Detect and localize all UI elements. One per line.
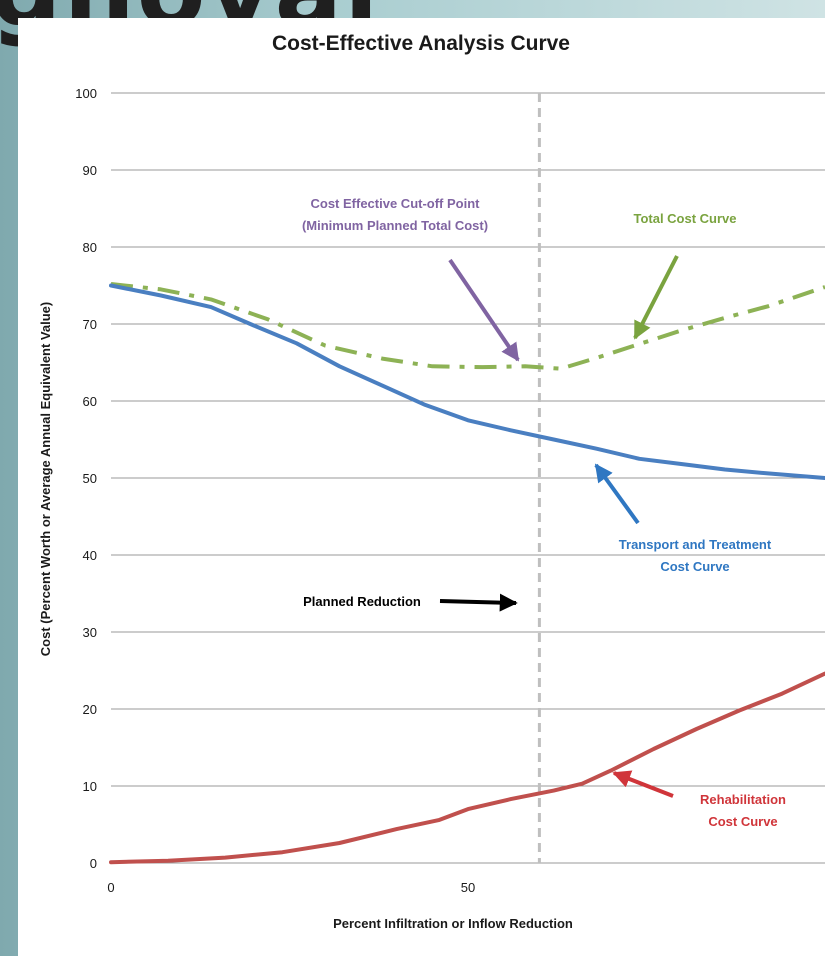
transport-annotation: Transport and Treatment Cost Curve <box>619 537 772 574</box>
series-rehab-line <box>109 671 825 865</box>
y-tick-label-50: 50 <box>83 471 97 486</box>
series-transport-line <box>109 283 825 480</box>
x-tick-label-50: 50 <box>461 880 475 895</box>
y-tick-label-40: 40 <box>83 548 97 563</box>
annotation-arrows <box>439 255 679 798</box>
gridlines <box>111 92 825 864</box>
total-annotation: Total Cost Curve <box>633 211 736 226</box>
y-tick-label-90: 90 <box>83 163 97 178</box>
chart-title: Cost-Effective Analysis Curve <box>272 32 570 55</box>
x-tick-labels: 0 50 <box>107 880 475 895</box>
planned-annotation: Planned Reduction <box>303 594 421 609</box>
y-tick-label-0: 0 <box>90 856 97 871</box>
chart-frame: Cost-Effective Analysis Curve 0 10 20 30 40 5… <box>18 18 825 956</box>
y-tick-label-100: 100 <box>75 86 97 101</box>
transport-arrow <box>594 463 640 525</box>
y-axis-label: Cost (Percent Worth or Average Annual Eq… <box>38 302 53 656</box>
y-tick-label-80: 80 <box>83 240 97 255</box>
y-tick-label-10: 10 <box>83 779 97 794</box>
y-tick-label-20: 20 <box>83 702 97 717</box>
x-axis-label: Percent Infiltration or Inflow Reduction <box>333 916 573 931</box>
y-tick-label-60: 60 <box>83 394 97 409</box>
y-tick-label-70: 70 <box>83 317 97 332</box>
rehab-annotation: Rehabilitation Cost Curve <box>700 792 786 829</box>
y-tick-label-30: 30 <box>83 625 97 640</box>
series-total-line <box>110 282 825 371</box>
cost-effective-chart: Cost-Effective Analysis Curve 0 10 20 30 40 5… <box>38 32 825 931</box>
y-tick-labels: 0 10 20 30 40 50 60 70 80 90 100 <box>75 86 97 871</box>
series-lines <box>109 282 825 865</box>
annotations: Cost Effective Cut-off Point (Minimum Pla… <box>302 196 786 829</box>
x-tick-label-0: 0 <box>107 880 114 895</box>
cutoff-arrow <box>448 258 520 362</box>
total-arrow <box>633 255 679 340</box>
cutoff-annotation: Cost Effective Cut-off Point (Minimum Pla… <box>302 196 488 233</box>
rehab-arrow <box>612 770 674 798</box>
planned-arrow <box>439 593 518 612</box>
